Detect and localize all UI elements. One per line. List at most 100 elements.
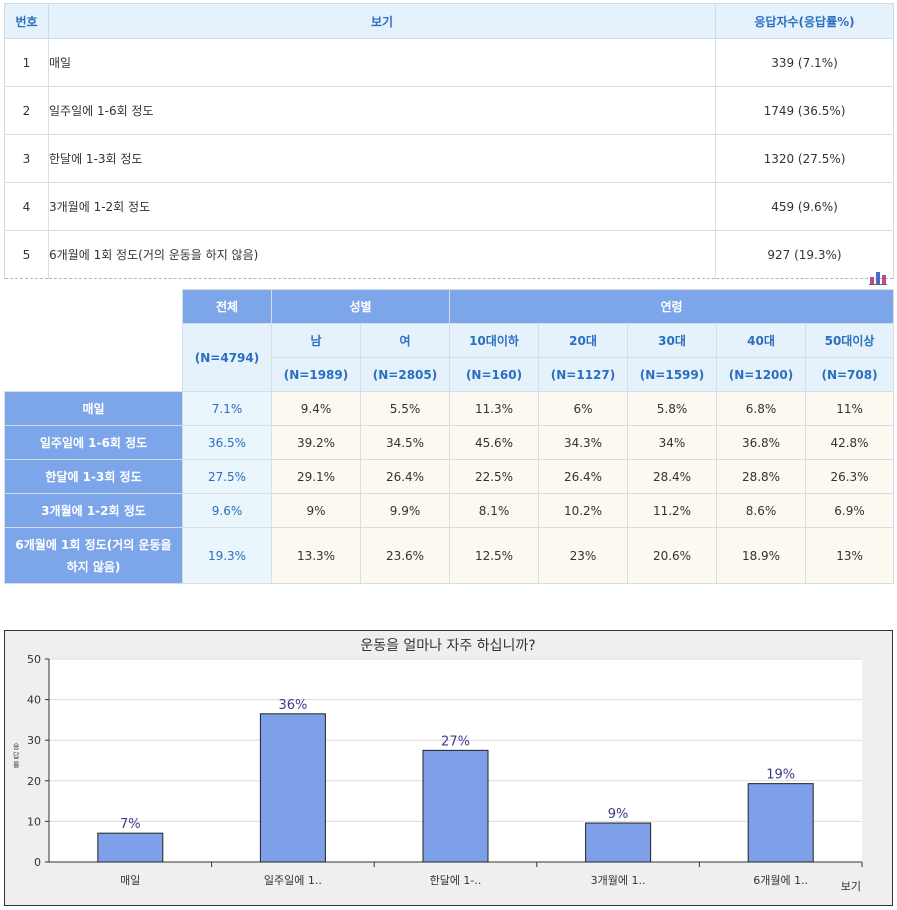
summary-row: 5 6개월에 1회 정도(거의 운동을 하지 않음) 927 (19.3%)	[4, 230, 894, 279]
crosstab-header-row-2: (N=4794) 남 여 10대이하 20대 30대 40대 50대이상	[5, 323, 895, 392]
x-tick-label: 일주일에 1..	[264, 873, 322, 887]
row-option-label: 한달에 1-3회 정도	[48, 134, 716, 183]
group-label: 남	[271, 323, 361, 358]
group-n: (N=1989)	[271, 357, 361, 392]
y-tick-label: 20	[27, 775, 41, 788]
crosstab-cell: 26.3%	[804, 459, 895, 494]
y-tick-label: 0	[34, 856, 41, 869]
crosstab-cell: 10.2%	[538, 493, 628, 528]
row-count: 1320 (27.5%)	[715, 134, 894, 183]
crosstab-cell: 11%	[804, 391, 895, 426]
crosstab-row: 6개월에 1회 정도(거의 운동을 하지 않음) 19.3% 13.3% 23.6% 1…	[4, 527, 895, 584]
crosstab-cell: 18.9%	[716, 527, 806, 584]
x-axis-label: 보기	[841, 880, 861, 893]
row-option-label: 3개월에 1-2회 정도	[48, 182, 716, 231]
group-label: 20대	[538, 323, 628, 358]
row-number: 5	[4, 230, 49, 279]
crosstab-cell: 42.8%	[804, 425, 895, 460]
header-total-n: (N=4794)	[182, 323, 272, 392]
header-count: 응답자수(응답률%)	[715, 3, 894, 39]
y-tick-label: 10	[27, 815, 41, 828]
row-count: 339 (7.1%)	[715, 38, 894, 87]
header-option: 보기	[48, 3, 716, 39]
y-tick-label: 30	[27, 734, 41, 747]
group-label: 30대	[627, 323, 717, 358]
crosstab-cell: 34%	[627, 425, 717, 460]
row-number: 1	[4, 38, 49, 87]
row-count: 927 (19.3%)	[715, 230, 894, 279]
crosstab-cell: 12.5%	[449, 527, 539, 584]
crosstab-cell: 9.4%	[271, 391, 361, 426]
crosstab-cell: 11.2%	[627, 493, 717, 528]
crosstab-corner	[4, 289, 183, 392]
crosstab-cell: 6.9%	[804, 493, 895, 528]
crosstab-cell: 39.2%	[271, 425, 361, 460]
y-tick-label: 50	[27, 653, 41, 666]
crosstab-cell: 6%	[538, 391, 628, 426]
group-n: (N=1599)	[627, 357, 717, 392]
crosstab-cell: 34.5%	[360, 425, 450, 460]
crosstab-cell: 20.6%	[627, 527, 717, 584]
crosstab-cell: 28.4%	[627, 459, 717, 494]
header-gender: 성별	[271, 289, 450, 324]
crosstab-cell: 8.1%	[449, 493, 539, 528]
x-tick-label: 6개월에 1..	[753, 874, 808, 887]
crosstab-header-row-3: (N=1989) (N=2805) (N=160) (N=1127) (N=1599)(…	[5, 357, 895, 392]
summary-row: 4 3개월에 1-2회 정도 459 (9.6%)	[4, 182, 894, 231]
row-number: 2	[4, 86, 49, 135]
crosstab-row: 한달에 1-3회 정도 27.5% 29.1% 26.4% 22.5% 26.4% 28.4…	[4, 459, 895, 494]
bar-data-label: 7%	[120, 817, 141, 832]
x-tick-label: 3개월에 1..	[591, 874, 646, 887]
bar-data-label: 27%	[441, 734, 470, 749]
header-no: 번호	[4, 3, 49, 39]
crosstab-row-label: 일주일에 1-6회 정도	[4, 425, 183, 460]
crosstab-cell: 5.8%	[627, 391, 717, 426]
crosstab-cell: 34.3%	[538, 425, 628, 460]
crosstab-cell: 13.3%	[271, 527, 361, 584]
crosstab-total-cell: 19.3%	[182, 527, 272, 584]
group-n: (N=708)	[804, 357, 895, 392]
header-total: 전체	[182, 289, 272, 324]
x-tick-label: 매일	[120, 873, 140, 887]
crosstab-cell: 28.8%	[716, 459, 806, 494]
bar-chart-icon[interactable]	[869, 270, 887, 285]
row-number: 4	[4, 182, 49, 231]
group-n: (N=1200)	[716, 357, 806, 392]
bar-data-label: 19%	[766, 768, 795, 783]
group-n: (N=160)	[449, 357, 539, 392]
crosstab-header-row-1: 전체 성별 연령	[4, 289, 895, 392]
crosstab-row: 일주일에 1-6회 정도 36.5% 39.2% 34.5% 45.6% 34.3% 34%…	[4, 425, 895, 460]
crosstab-cell: 29.1%	[271, 459, 361, 494]
crosstab-cell: 22.5%	[449, 459, 539, 494]
crosstab-cell: 23%	[538, 527, 628, 584]
crosstab-row: 3개월에 1-2회 정도 9.6% 9% 9.9% 8.1% 10.2% 11.2% 8.6%…	[4, 493, 895, 528]
crosstab-cell: 9.9%	[360, 493, 450, 528]
bar-data-label: 36%	[278, 698, 307, 713]
crosstab-row: 매일 7.1% 9.4% 5.5% 11.3% 6% 5.8% 6.8% 11%	[4, 391, 895, 426]
group-label: 여	[360, 323, 450, 358]
crosstab-row-label: 3개월에 1-2회 정도	[4, 493, 183, 528]
crosstab-cell: 13%	[804, 527, 895, 584]
crosstab-row-label: 한달에 1-3회 정도	[4, 459, 183, 494]
bar	[747, 783, 814, 863]
crosstab-table: 전체 성별 연령 (N=4794) 남 여 10대이하 20대 30대 40대 50대이상 …	[4, 289, 895, 584]
crosstab-total-cell: 7.1%	[182, 391, 272, 426]
row-option-label: 일주일에 1-6회 정도	[48, 86, 716, 135]
group-n: (N=1127)	[538, 357, 628, 392]
bar	[585, 822, 652, 863]
y-tick-label: 40	[27, 694, 41, 707]
crosstab-row-label: 6개월에 1회 정도(거의 운동을 하지 않음)	[4, 527, 183, 584]
crosstab-total-cell: 27.5%	[182, 459, 272, 494]
crosstab-cell: 36.8%	[716, 425, 806, 460]
x-tick-label: 한달에 1-..	[430, 874, 482, 887]
row-count: 1749 (36.5%)	[715, 86, 894, 135]
bar	[422, 749, 489, 863]
crosstab-cell: 45.6%	[449, 425, 539, 460]
crosstab-cell: 5.5%	[360, 391, 450, 426]
summary-row: 3 한달에 1-3회 정도 1320 (27.5%)	[4, 134, 894, 183]
chart-title: 운동을 얼마나 자주 하십니까?	[360, 638, 535, 654]
group-label: 40대	[716, 323, 806, 358]
crosstab-cell: 9%	[271, 493, 361, 528]
row-option-label: 매일	[48, 38, 716, 87]
